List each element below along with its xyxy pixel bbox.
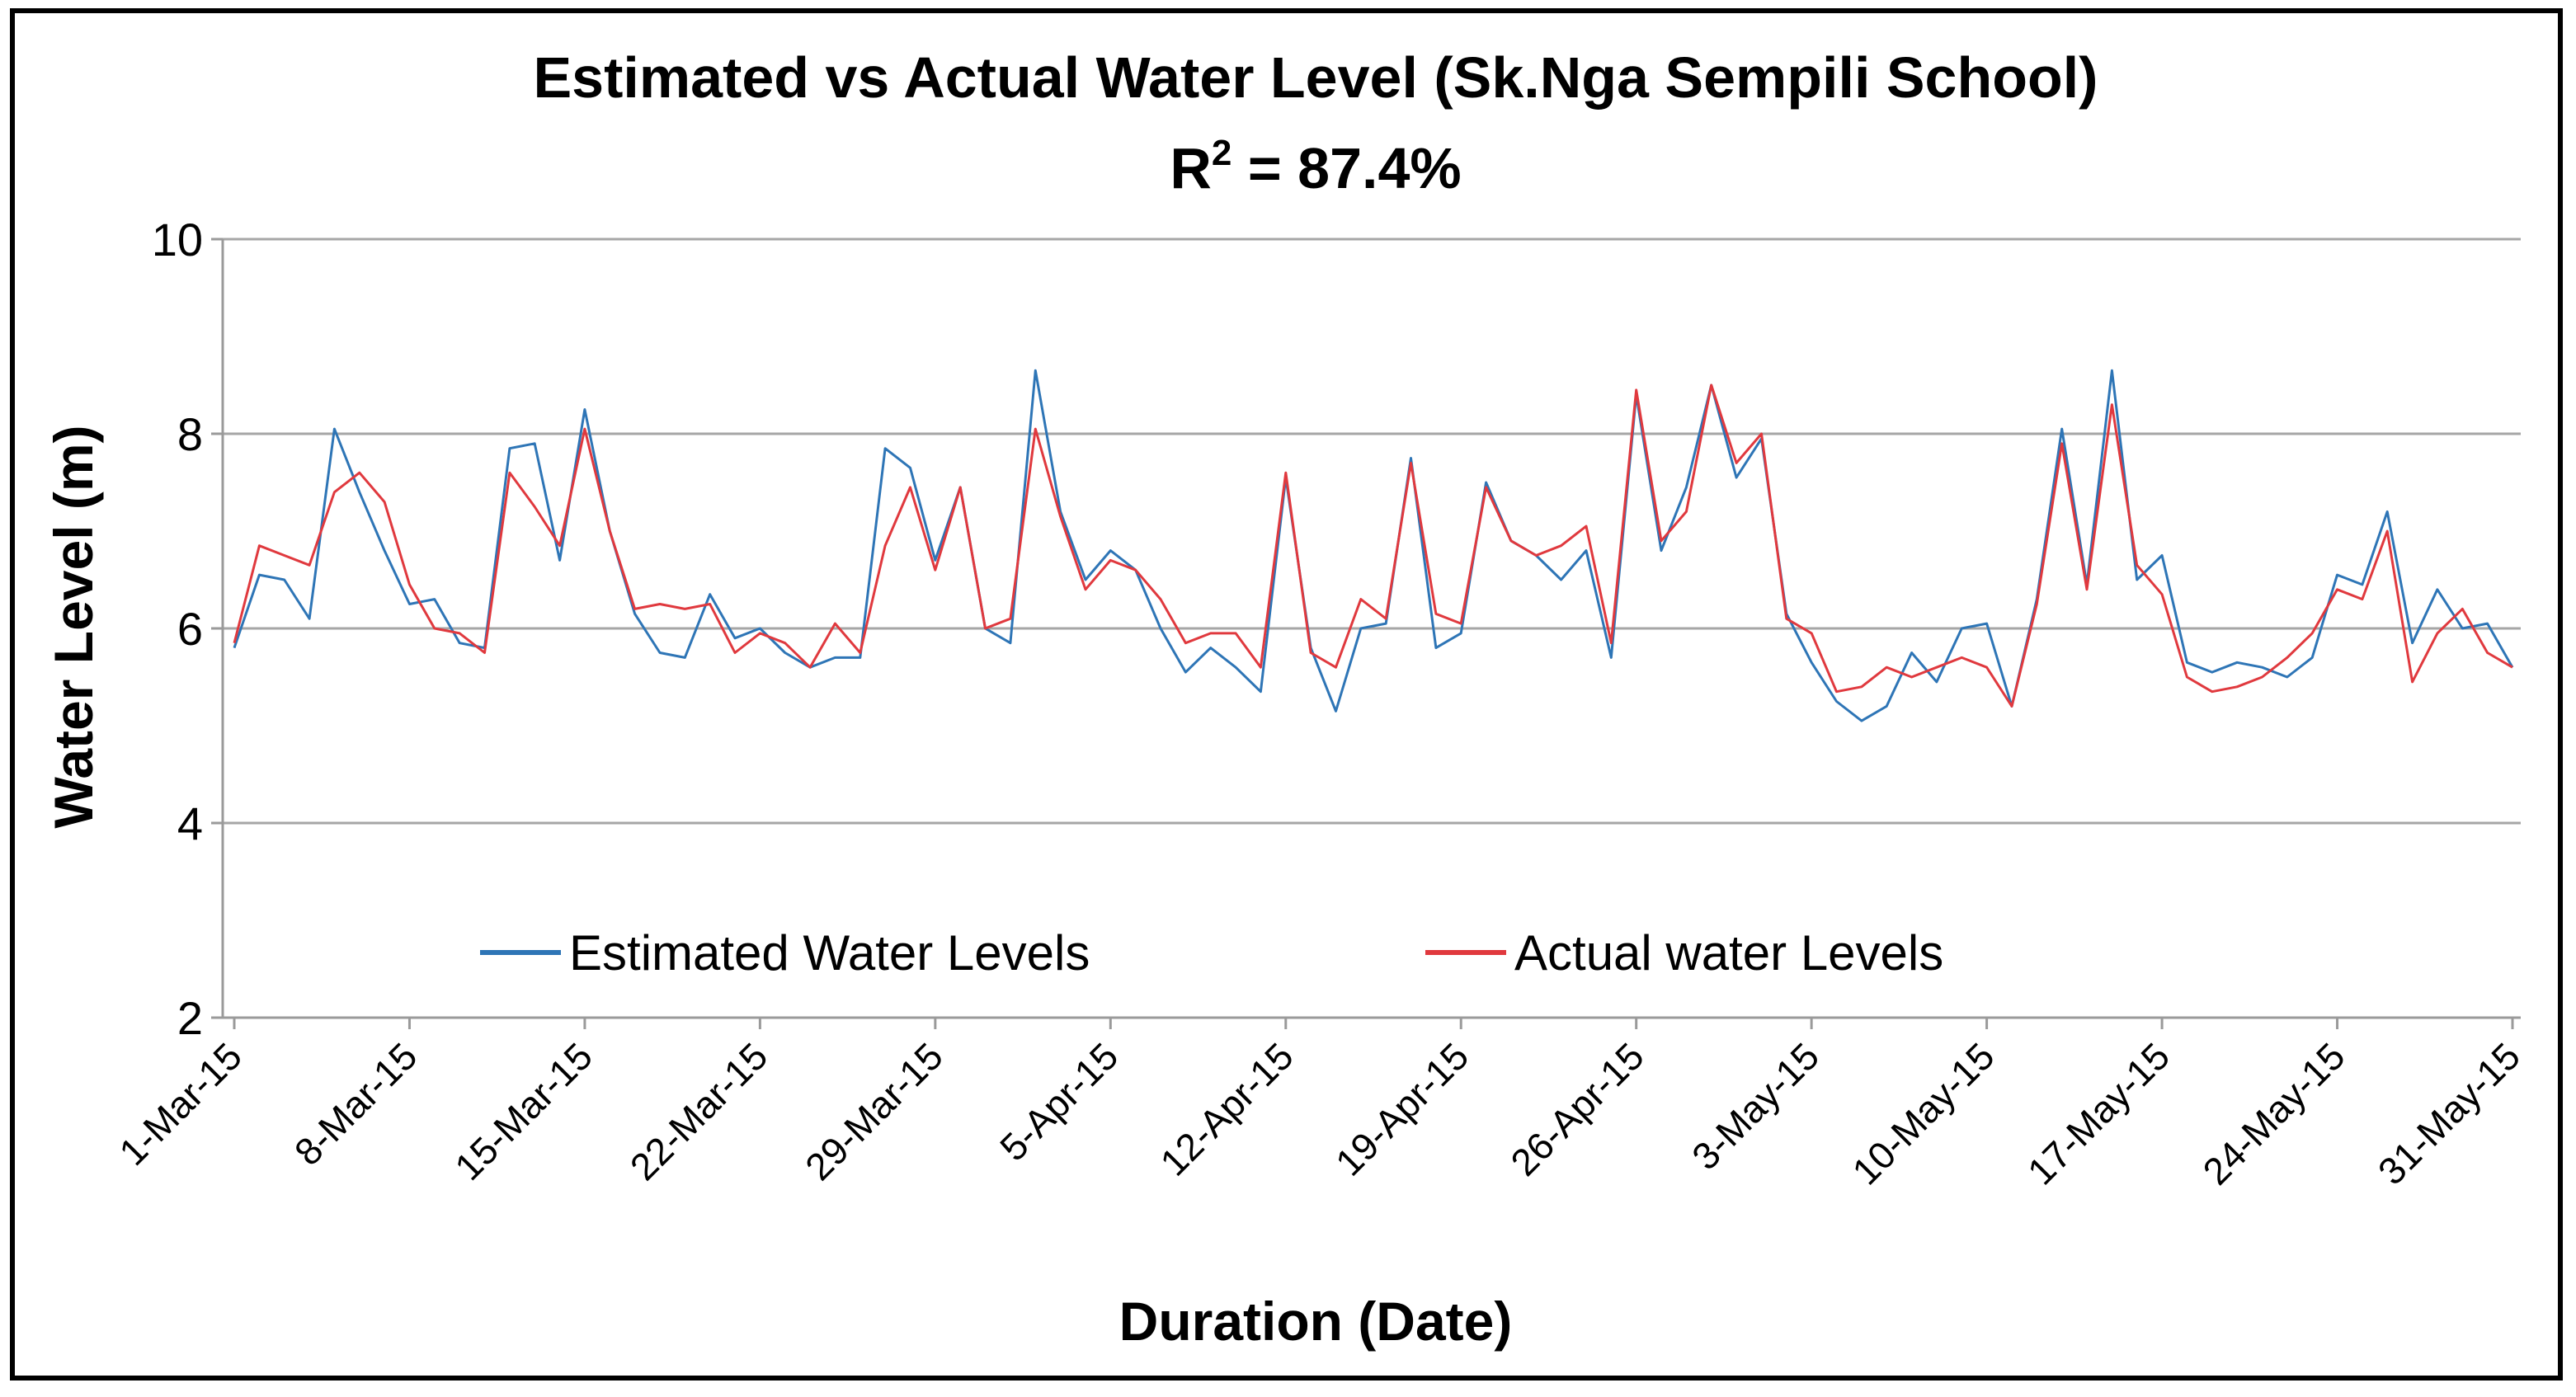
x-tick-label: 31-May-15 [2370,1034,2528,1192]
chart-subtitle: R2 = 87.4% [1170,133,1461,200]
x-tick-label: 10-May-15 [1844,1034,2002,1192]
y-tick-label: 4 [177,797,203,849]
x-tick-label: 17-May-15 [2019,1034,2178,1192]
x-tick-label: 22-Mar-15 [622,1034,776,1188]
series-line-estimated [233,369,2514,722]
x-tick-label: 24-May-15 [2194,1034,2352,1192]
gridlines [211,238,2521,1019]
x-tick-label: 26-Apr-15 [1502,1034,1651,1183]
x-axis-label: Duration (Date) [1119,1291,1513,1352]
x-tick-label: 1-Mar-15 [111,1034,250,1174]
series-line-actual [233,383,2513,708]
legend-label-estimated: Estimated Water Levels [569,925,1090,981]
y-axis-label: Water Level (m) [43,425,104,828]
y-tick-label: 10 [152,214,203,266]
legend-label-actual: Actual water Levels [1514,925,1943,981]
y-tick-label: 2 [177,992,203,1044]
x-tick-label: 29-Mar-15 [797,1034,951,1188]
subtitle-rest: = 87.4% [1231,136,1461,200]
x-tick-label: 12-Apr-15 [1151,1034,1301,1183]
x-tick-label: 3-May-15 [1684,1034,1827,1178]
x-tick-label: 15-Mar-15 [446,1034,600,1188]
x-tick-label: 19-Apr-15 [1327,1034,1476,1183]
legend: Estimated Water Levels Actual water Leve… [480,925,1943,981]
series-lines [233,369,2514,722]
x-tick-labels: 1-Mar-15 8-Mar-15 15-Mar-15 22-Mar-15 29-Mar… [111,1018,2528,1193]
x-tick-label: 5-Apr-15 [991,1034,1126,1169]
y-tick-label: 8 [177,408,203,460]
x-tick-label: 8-Mar-15 [286,1034,426,1174]
y-tick-labels: 2 4 6 8 10 [152,214,203,1044]
subtitle-base: R [1170,136,1212,200]
chart-title: Estimated vs Actual Water Level (Sk.Nga … [533,45,2098,110]
subtitle-sup: 2 [1212,133,1231,173]
chart-frame [10,8,2563,1381]
y-tick-label: 6 [177,603,203,655]
